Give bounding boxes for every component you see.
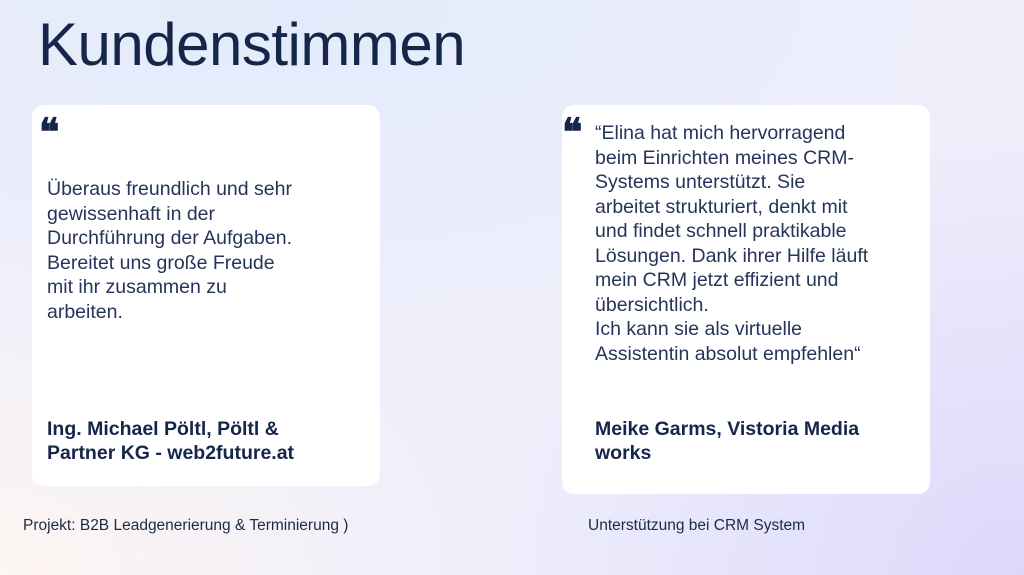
testimonial-caption-2: Unterstützung bei CRM System: [588, 517, 806, 534]
quote-line: übersichtlich.: [595, 293, 709, 316]
quote-line: Assistentin absolut empfehlen“: [595, 342, 861, 365]
quote-line: Überaus freundlich und sehr: [47, 178, 292, 200]
quote-line: gewissenhaft in der: [47, 202, 216, 225]
quote-line: Durchführung der Aufgaben.: [47, 227, 293, 249]
quote-line: und findet schnell praktikable: [595, 220, 847, 242]
quote-line: Lösungen. Dank ihrer Hilfe läuft: [595, 244, 869, 267]
author-line: Partner KG - web2future.at: [47, 442, 295, 464]
page-title: Kundenstimmen: [38, 11, 466, 78]
testimonial-caption-1: Projekt: B2B Leadgenerierung & Terminier…: [23, 517, 349, 534]
quote-line: Ich kann sie als virtuelle: [595, 318, 803, 340]
testimonial-quote: “Elina hat mich hervorragend beim Einric…: [595, 121, 868, 366]
quote-line: beim Einrichten meines CRM-: [595, 146, 854, 169]
quote-open-icon: ❝: [562, 109, 583, 154]
quote-line: mein CRM jetzt effizient und: [595, 269, 839, 291]
testimonial-quote: Überaus freundlich und sehr gewissenhaft…: [47, 177, 292, 324]
testimonial-author: Ing. Michael Pöltl, Pöltl & Partner KG -…: [47, 417, 294, 465]
quote-line: “Elina hat mich hervorragend: [595, 122, 846, 144]
author-line: Meike Garms, Vistoria Media: [595, 418, 860, 440]
author-line: Ing. Michael Pöltl, Pöltl &: [47, 418, 279, 440]
testimonial-card-2: ❝ “Elina hat mich hervorragend beim Einr…: [562, 105, 930, 494]
quote-line: arbeiten.: [47, 300, 123, 323]
quote-open-icon: ❝: [39, 109, 60, 154]
author-line: works: [595, 442, 652, 464]
quote-line: arbeitet strukturiert, denkt mit: [595, 195, 848, 218]
quote-line: Bereitet uns große Freude: [47, 251, 275, 274]
quote-line: mit ihr zusammen zu: [47, 276, 227, 298]
quote-line: Systems unterstützt. Sie: [595, 171, 806, 193]
testimonial-card-1: ❝ Überaus freundlich und sehr gewissenha…: [32, 105, 380, 486]
testimonial-author: Meike Garms, Vistoria Media works: [595, 417, 859, 465]
